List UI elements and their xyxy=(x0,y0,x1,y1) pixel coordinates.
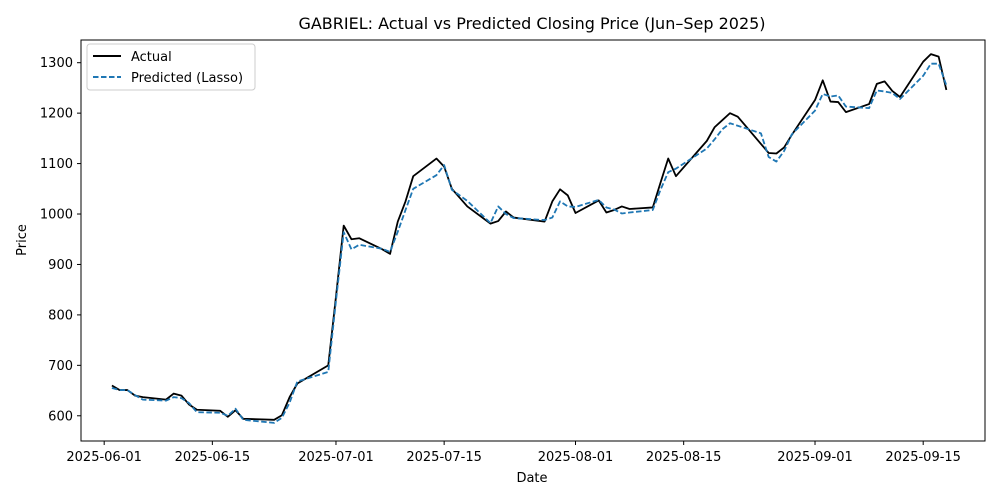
y-tick-label: 600 xyxy=(48,409,73,424)
y-tick-label: 1300 xyxy=(40,56,73,71)
chart-title: GABRIEL: Actual vs Predicted Closing Pri… xyxy=(298,14,765,33)
series-layer xyxy=(111,53,948,424)
plot-frame xyxy=(80,39,986,442)
x-tick-label: 2025-06-15 xyxy=(175,450,251,465)
x-axis-label: Date xyxy=(516,471,547,486)
x-tick-label: 2025-08-15 xyxy=(646,450,722,465)
legend-label-predicted: Predicted (Lasso) xyxy=(131,71,243,86)
x-tick-label: 2025-06-01 xyxy=(66,450,142,465)
x-tick-label: 2025-08-01 xyxy=(538,450,614,465)
x-tick-label: 2025-09-01 xyxy=(777,450,853,465)
plot-area xyxy=(80,39,986,442)
y-axis: 600 700 800 900 1000 1100 1200 1300 xyxy=(40,56,81,424)
y-tick-label: 1000 xyxy=(40,208,73,223)
series-line-actual xyxy=(111,53,948,421)
legend-box xyxy=(86,43,256,91)
y-axis-label: Price xyxy=(15,224,30,256)
x-tick-label: 2025-07-15 xyxy=(406,450,482,465)
x-axis: 2025-06-01 2025-06-15 2025-07-01 2025-07-15… xyxy=(66,441,961,465)
x-tick-label: 2025-09-15 xyxy=(885,450,961,465)
legend: Actual Predicted (Lasso) xyxy=(86,43,256,91)
y-tick-label: 900 xyxy=(48,258,73,273)
y-tick-label: 800 xyxy=(48,308,73,323)
legend-label-actual: Actual xyxy=(131,50,172,65)
series-line-predicted xyxy=(111,62,948,424)
y-tick-label: 1100 xyxy=(40,157,73,172)
x-tick-label: 2025-07-01 xyxy=(298,450,374,465)
y-tick-label: 1200 xyxy=(40,107,73,122)
y-tick-label: 700 xyxy=(48,359,73,374)
